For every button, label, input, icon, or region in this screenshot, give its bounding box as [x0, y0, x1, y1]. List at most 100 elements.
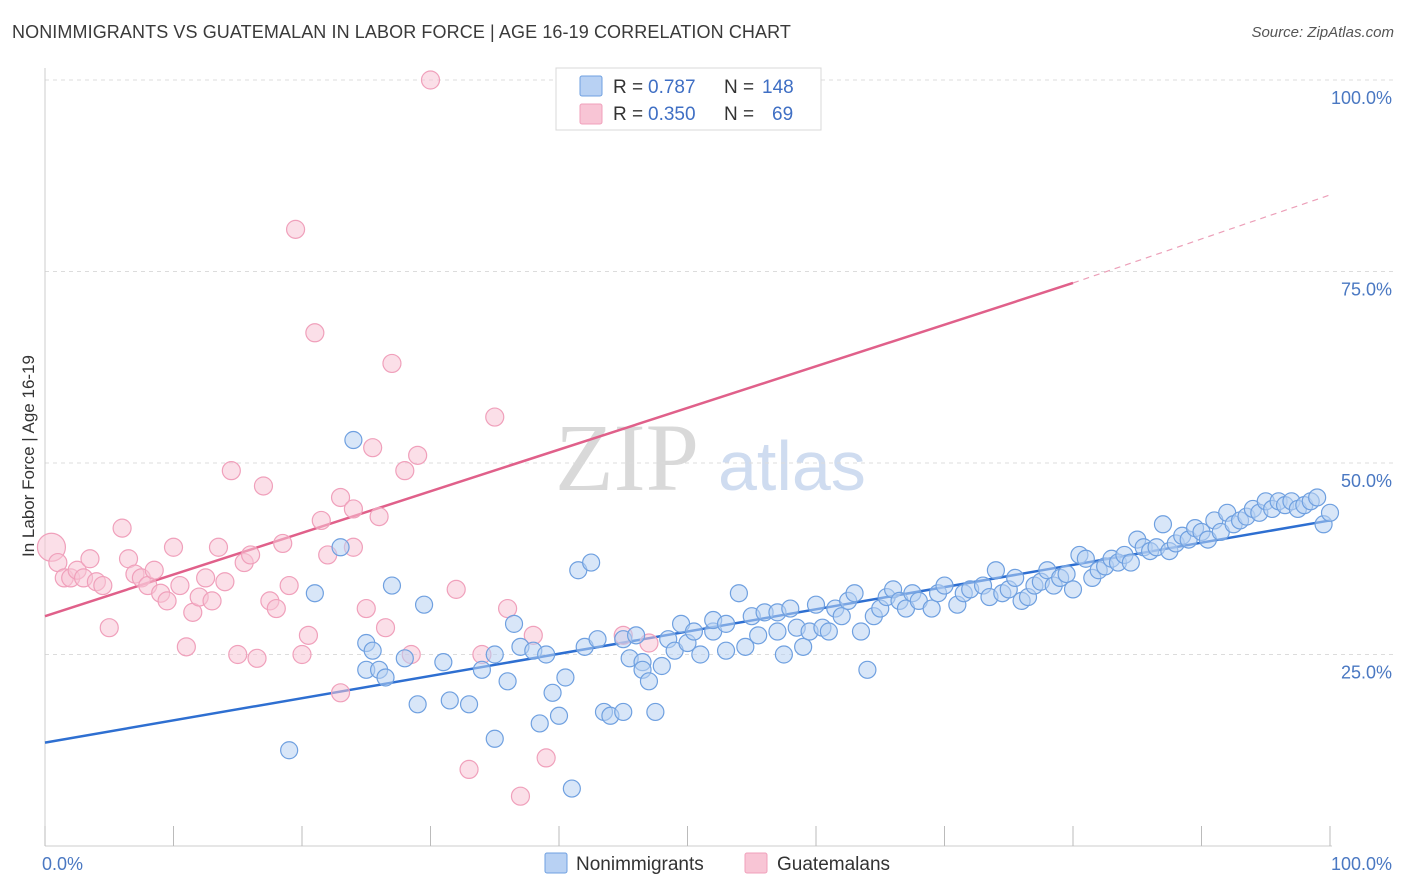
bottom-legend-label-guatemalans: Guatemalans — [777, 854, 890, 875]
point-nonimmigrants — [736, 637, 755, 656]
point-nonimmigrants — [485, 645, 504, 664]
point-guatemalans — [196, 568, 216, 588]
legend-n-label-1: N = — [724, 77, 754, 98]
point-nonimmigrants — [408, 695, 427, 714]
x-tick-label-max: 100.0% — [1331, 854, 1392, 874]
point-nonimmigrants — [806, 595, 826, 614]
point-guatemalans — [228, 644, 248, 665]
legend-r-label-1: R = — [613, 77, 643, 98]
point-guatemalans — [420, 70, 441, 90]
point-nonimmigrants — [459, 695, 479, 714]
legend-n-value-1: 148 — [762, 77, 794, 98]
point-nonimmigrants — [1320, 503, 1340, 522]
point-guatemalans — [266, 598, 286, 619]
point-nonimmigrants — [543, 683, 562, 702]
correlation-legend: R = 0.787 N = 148 R = 0.350 N = 69 — [555, 67, 822, 131]
point-nonimmigrants — [922, 599, 941, 618]
trend-line-guatemalans — [44, 281, 1074, 618]
point-nonimmigrants — [1153, 515, 1173, 534]
point-nonimmigrants — [781, 599, 800, 618]
point-nonimmigrants — [768, 622, 787, 641]
point-guatemalans — [221, 461, 241, 481]
point-guatemalans — [363, 438, 383, 458]
point-guatemalans — [285, 219, 306, 239]
point-guatemalans — [273, 533, 293, 554]
point-nonimmigrants — [440, 691, 459, 710]
point-guatemalans — [208, 537, 229, 557]
point-nonimmigrants — [549, 706, 569, 725]
point-guatemalans — [356, 598, 376, 619]
point-guatemalans — [510, 786, 531, 806]
chart-title: NONIMMIGRANTS VS GUATEMALAN IN LABOR FOR… — [12, 22, 792, 42]
point-guatemalans — [253, 476, 274, 496]
point-guatemalans — [369, 507, 389, 527]
point-nonimmigrants — [1076, 549, 1095, 568]
point-guatemalans — [93, 575, 113, 596]
trend-line-guatemalans-extension — [1072, 194, 1331, 284]
point-nonimmigrants — [1121, 553, 1140, 572]
point-guatemalans — [343, 499, 363, 519]
point-nonimmigrants — [498, 672, 517, 691]
point-nonimmigrants — [280, 741, 299, 760]
bottom-legend-label-nonimmigrants: Nonimmigrants — [576, 854, 704, 875]
point-nonimmigrants — [537, 645, 556, 664]
point-guatemalans — [305, 323, 325, 343]
point-nonimmigrants — [691, 645, 710, 664]
point-nonimmigrants — [774, 645, 793, 664]
point-nonimmigrants — [986, 561, 1006, 580]
point-guatemalans — [311, 510, 331, 531]
point-nonimmigrants — [472, 660, 491, 679]
point-guatemalans — [157, 591, 177, 611]
watermark-zip: ZIP — [555, 404, 699, 511]
y-tick-label: 75.0% — [1341, 280, 1392, 300]
point-nonimmigrants — [684, 622, 704, 641]
point-guatemalans — [298, 625, 319, 645]
y-tick-label: 50.0% — [1341, 471, 1392, 491]
point-nonimmigrants — [832, 607, 851, 626]
point-nonimmigrants — [646, 702, 665, 722]
point-nonimmigrants — [331, 538, 350, 557]
point-guatemalans — [382, 353, 402, 374]
legend-n-value-2: 69 — [772, 104, 793, 125]
legend-r-value-1: 0.787 — [648, 77, 696, 98]
point-guatemalans — [170, 575, 190, 596]
x-tick-label-min: 0.0% — [42, 854, 83, 874]
point-nonimmigrants — [363, 641, 382, 660]
point-guatemalans — [375, 618, 396, 638]
point-nonimmigrants — [485, 729, 504, 748]
point-nonimmigrants — [530, 714, 549, 733]
y-tick-label: 100.0% — [1331, 88, 1392, 108]
point-guatemalans — [292, 644, 312, 665]
y-axis-title: In Labor Force | Age 16-19 — [19, 355, 38, 557]
point-nonimmigrants — [639, 672, 659, 691]
point-nonimmigrants — [749, 626, 768, 645]
point-nonimmigrants — [562, 779, 581, 798]
point-nonimmigrants — [716, 614, 736, 633]
legend-swatch-nonimmigrants — [579, 75, 603, 97]
point-guatemalans — [247, 648, 267, 668]
point-guatemalans — [408, 445, 428, 465]
point-nonimmigrants — [1308, 488, 1327, 507]
legend-r-label-2: R = — [613, 104, 643, 125]
point-nonimmigrants — [382, 576, 402, 595]
point-guatemalans — [485, 407, 505, 427]
point-guatemalans — [446, 579, 466, 599]
point-guatemalans — [176, 637, 196, 657]
legend-r-value-2: 0.350 — [648, 104, 696, 125]
y-tick-labels: 25.0% 50.0% 75.0% 100.0% — [1331, 88, 1392, 683]
point-nonimmigrants — [819, 622, 838, 641]
point-guatemalans — [144, 560, 164, 580]
point-nonimmigrants — [614, 702, 633, 722]
point-guatemalans — [112, 518, 132, 538]
data-points — [36, 70, 1340, 806]
point-nonimmigrants — [858, 660, 877, 679]
watermark-atlas: atlas — [718, 427, 866, 505]
point-nonimmigrants — [729, 584, 749, 603]
point-guatemalans — [330, 683, 351, 703]
point-nonimmigrants — [794, 637, 813, 656]
point-guatemalans — [536, 748, 556, 768]
point-guatemalans — [99, 618, 119, 638]
series-legend: Nonimmigrants Guatemalans — [544, 852, 890, 875]
point-nonimmigrants — [414, 595, 434, 614]
